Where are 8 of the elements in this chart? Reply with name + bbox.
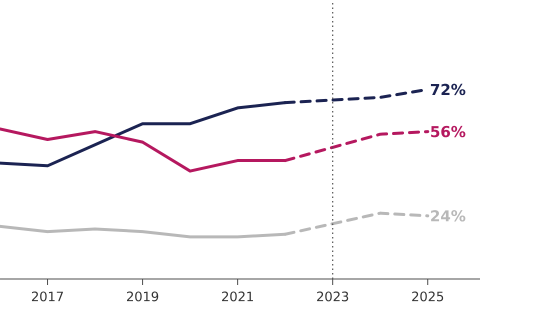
x-tick-label: 2023 — [317, 292, 348, 302]
data-label: 72% — [430, 84, 466, 96]
x-tick-label: 2017 — [32, 292, 63, 302]
x-tick-label: 2019 — [126, 292, 158, 302]
x-tick-label: 2021 — [222, 292, 253, 302]
data-label: 56% — [431, 126, 466, 138]
x-tick-label: 2025 — [412, 292, 444, 302]
data-label: 24% — [431, 210, 466, 222]
